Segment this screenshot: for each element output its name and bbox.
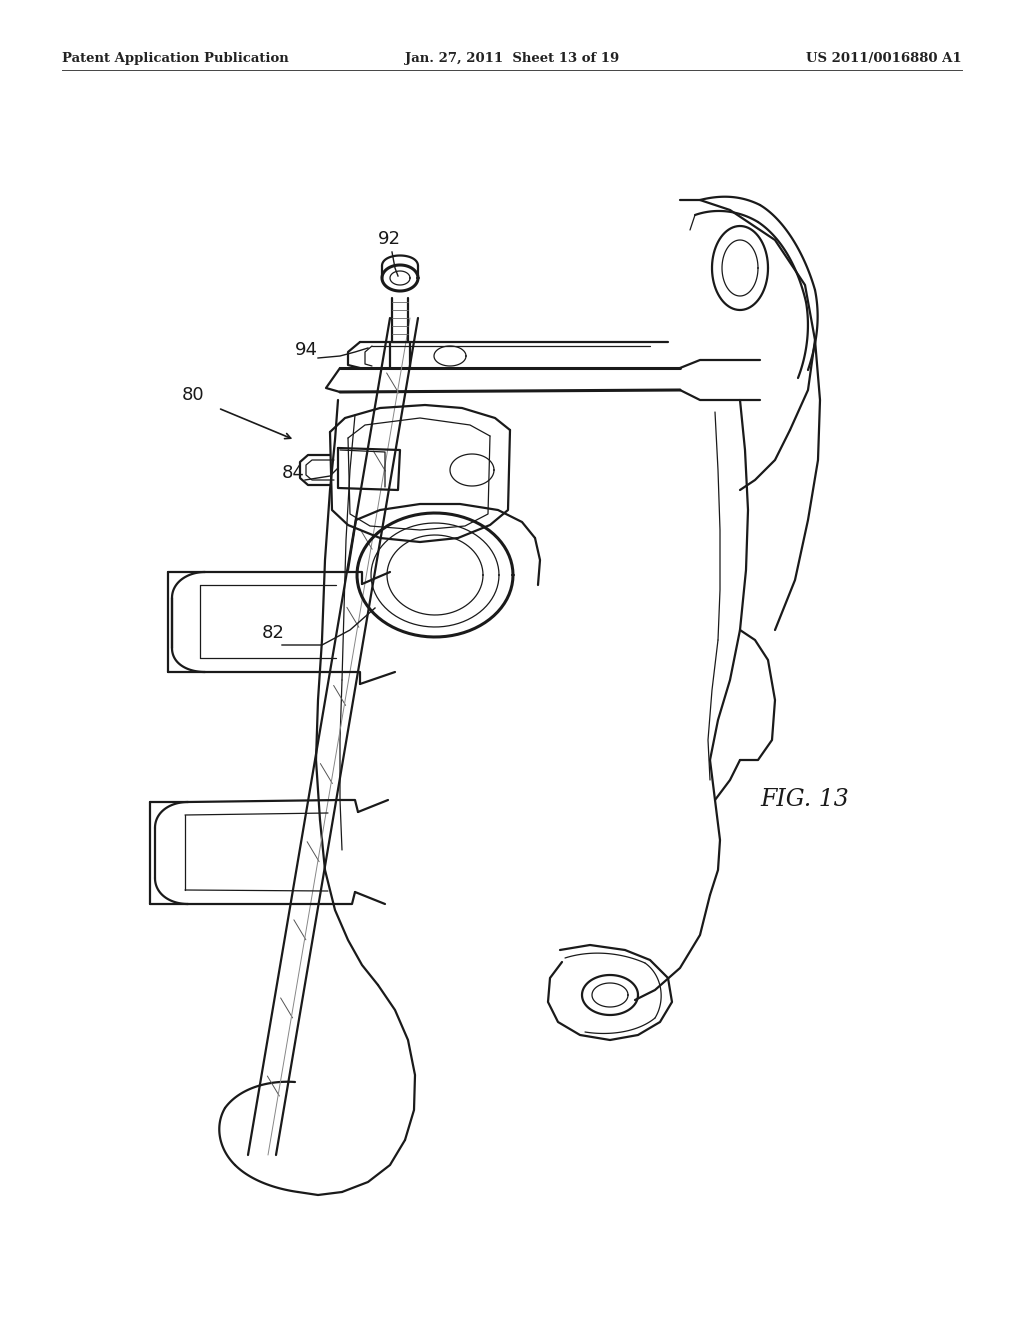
Text: FIG. 13: FIG. 13 — [760, 788, 849, 812]
Text: 82: 82 — [262, 624, 285, 642]
Text: 84: 84 — [282, 465, 305, 482]
Text: Patent Application Publication: Patent Application Publication — [62, 51, 289, 65]
Text: 94: 94 — [295, 341, 318, 359]
Text: Jan. 27, 2011  Sheet 13 of 19: Jan. 27, 2011 Sheet 13 of 19 — [404, 51, 620, 65]
Text: 80: 80 — [182, 385, 205, 404]
Text: US 2011/0016880 A1: US 2011/0016880 A1 — [806, 51, 962, 65]
Text: 92: 92 — [378, 230, 401, 248]
